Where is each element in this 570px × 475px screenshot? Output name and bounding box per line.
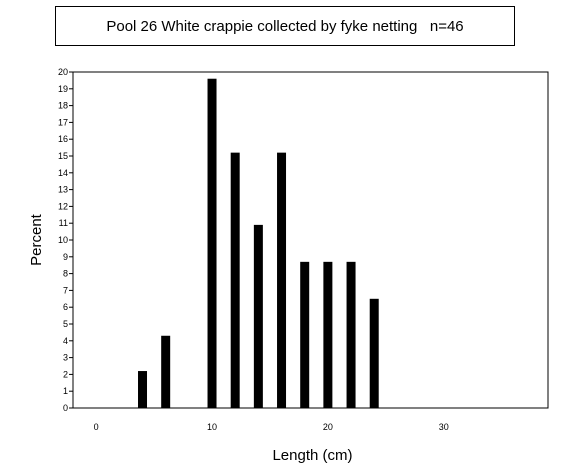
y-tick-label: 0	[63, 403, 68, 413]
x-tick-label: 20	[323, 422, 333, 432]
x-axis-ticks: 0 10 20 30	[94, 422, 449, 432]
y-tick-label: 3	[63, 353, 68, 363]
y-tick-label: 7	[63, 285, 68, 295]
y-tick-label: 10	[58, 235, 68, 245]
bar	[300, 261, 310, 408]
y-tick-label: 8	[63, 269, 68, 279]
bar	[253, 224, 263, 408]
y-tick-label: 20	[58, 67, 68, 77]
plot-frame	[72, 71, 549, 409]
bar	[207, 78, 217, 408]
bar	[277, 152, 287, 408]
x-tick-label: 0	[94, 422, 99, 432]
y-tick-label: 12	[58, 201, 68, 211]
chart-title: Pool 26 White crappie collected by fyke …	[55, 6, 515, 46]
bar	[323, 261, 333, 408]
bar	[230, 152, 240, 408]
x-axis-label: Length (cm)	[272, 447, 352, 464]
y-tick-label: 16	[58, 134, 68, 144]
y-tick-label: 4	[63, 336, 68, 346]
bars-group	[138, 78, 379, 408]
x-tick-label: 10	[207, 422, 217, 432]
y-tick-label: 14	[58, 168, 68, 178]
y-tick-label: 1	[63, 386, 68, 396]
y-tick-label: 15	[58, 151, 68, 161]
x-tick-label: 30	[439, 422, 449, 432]
y-tick-label: 11	[59, 218, 68, 228]
y-tick-label: 13	[58, 185, 68, 195]
plot-area	[72, 71, 549, 409]
y-axis-label: Percent	[28, 213, 45, 266]
bar	[369, 298, 379, 408]
y-tick-label: 18	[58, 101, 68, 111]
bar	[138, 371, 148, 408]
y-tick-label: 5	[63, 319, 68, 329]
y-tick-label: 19	[58, 84, 68, 94]
y-tick-label: 9	[63, 252, 68, 262]
y-tick-label: 2	[63, 369, 68, 379]
bar	[161, 335, 171, 408]
y-tick-label: 6	[63, 302, 68, 312]
y-tick-label: 17	[58, 117, 68, 127]
bar	[346, 261, 356, 408]
